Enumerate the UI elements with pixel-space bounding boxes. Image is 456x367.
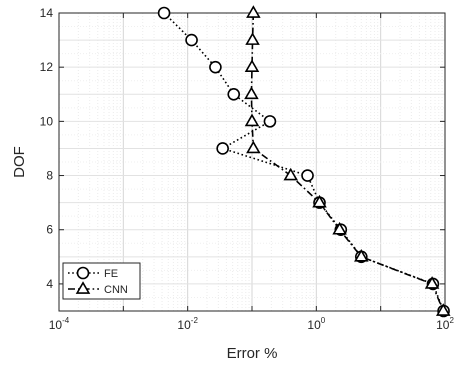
x-tick-label: 100 [307,316,325,332]
data-point-cnn [244,86,259,100]
grid [59,13,445,311]
x-tick-label-exponent: -4 [62,316,70,325]
data-point-fe [185,33,198,47]
x-tick-label: 10-4 [49,316,70,332]
data-point-cnn [283,167,299,181]
x-tick-label-exponent: 0 [321,316,326,325]
legend-label-cnn: CNN [104,284,128,296]
data-point-fe [157,6,171,20]
data-point-fe [301,169,314,182]
y-tick-label: 6 [46,223,53,237]
legend-box [62,262,141,300]
legend-marker-cnn [75,281,91,294]
y-axis-label: DOF [11,146,28,178]
x-tick-label-base: 10 [307,318,321,332]
data-point-fe [209,60,222,74]
series-cnn [244,5,451,316]
data-point-fe [263,115,277,128]
series-layer [157,5,451,318]
x-tick-label: 102 [436,316,454,332]
legend: FE CNN [62,262,141,300]
data-point-cnn [332,221,347,235]
y-tick-label: 14 [40,6,54,20]
legend-marker-fe [76,266,90,280]
y-tick-label: 12 [40,60,54,74]
y-tick-label: 8 [46,169,53,183]
y-tick-label: 10 [40,114,54,128]
legend-label-fe: FE [104,268,118,280]
data-point-fe [216,142,229,155]
data-point-cnn [435,303,451,316]
x-tick-label-base: 10 [177,318,191,332]
x-axis-label: Error % [227,345,278,362]
x-tick-label-base: 10 [436,318,450,332]
data-point-cnn [354,249,369,262]
data-point-cnn [244,113,260,127]
y-tick-label: 4 [46,277,53,291]
data-point-cnn [312,194,327,208]
x-tick-label-base: 10 [49,318,63,332]
data-point-fe [227,87,241,101]
data-point-cnn [246,140,261,154]
data-point-cnn [246,5,261,18]
data-point-cnn [424,276,440,289]
series-fe [157,6,450,318]
data-point-cnn [245,32,260,45]
x-tick-label-exponent: -2 [191,316,199,325]
x-tick-label: 10-2 [177,316,198,332]
x-tick-label-exponent: 2 [449,316,454,325]
data-point-cnn [244,59,260,73]
